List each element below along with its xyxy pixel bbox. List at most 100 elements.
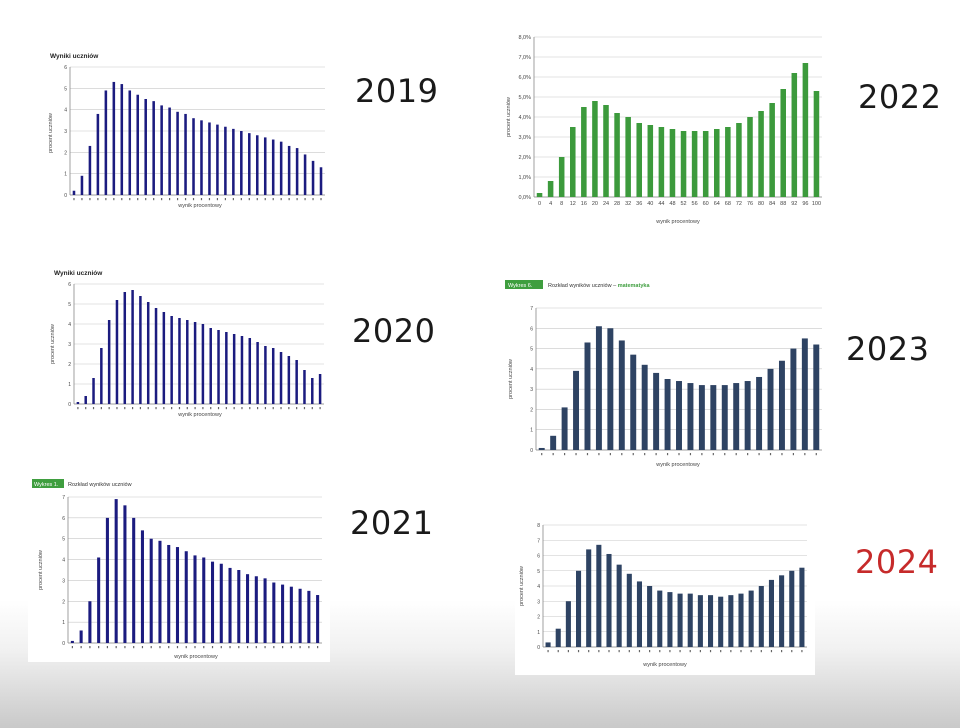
x-tick-mark <box>701 453 703 456</box>
x-tick-mark <box>81 198 83 201</box>
bar <box>307 590 311 643</box>
x-tick-mark <box>133 646 135 649</box>
bar <box>217 330 220 404</box>
x-tick-mark <box>770 650 773 653</box>
x-tick-label: 76 <box>747 201 753 207</box>
x-tick-mark <box>256 198 258 201</box>
bar <box>813 91 820 197</box>
x-tick-mark <box>308 646 310 649</box>
bar <box>168 107 171 195</box>
x-tick-mark <box>145 198 147 201</box>
x-tick-mark <box>246 646 249 649</box>
bar <box>287 356 291 404</box>
bar <box>545 642 551 647</box>
bar <box>702 131 709 197</box>
x-tick-mark <box>92 407 95 410</box>
x-tick-mark <box>129 198 131 201</box>
bar <box>210 561 215 643</box>
x-tick-label: 100 <box>812 201 821 207</box>
bar <box>790 348 797 450</box>
x-tick-mark <box>116 407 118 410</box>
y-tick-label: 0 <box>62 641 65 647</box>
x-tick-mark <box>77 407 79 410</box>
bar <box>131 290 134 404</box>
x-tick-label: 16 <box>581 201 587 207</box>
bar <box>581 107 587 197</box>
x-tick-mark <box>679 650 681 653</box>
bar <box>677 593 683 647</box>
y-tick-label: 7,0% <box>518 55 531 61</box>
x-tick-mark <box>815 453 817 456</box>
x-tick-mark <box>256 407 259 410</box>
chart-panel-2020: Wyniki uczniów 0 1 2 3 4 5 6 procent uczniów wyn… <box>42 262 330 420</box>
x-tick-mark <box>659 650 661 653</box>
x-tick-mark <box>598 650 600 653</box>
bar <box>728 595 734 647</box>
x-tick-mark <box>220 646 222 649</box>
bar <box>630 354 637 450</box>
x-tick-mark <box>792 453 794 456</box>
x-tick-mark <box>169 198 171 201</box>
bar <box>248 133 251 195</box>
x-tick-mark <box>248 198 250 201</box>
bar <box>318 374 322 404</box>
x-tick-mark <box>108 407 110 410</box>
y-tick-label: 5 <box>64 86 67 92</box>
bar <box>281 584 285 643</box>
x-tick-mark <box>699 650 701 653</box>
x-tick-mark <box>689 453 692 456</box>
bar <box>132 517 136 643</box>
bar <box>272 582 276 643</box>
x-tick-mark <box>124 646 126 649</box>
bar <box>115 300 119 404</box>
bar <box>295 148 299 195</box>
bar <box>758 586 764 647</box>
y-tick-label: 8 <box>537 523 540 529</box>
x-tick-mark <box>139 407 142 410</box>
bar <box>146 302 150 404</box>
bar <box>756 376 763 450</box>
bar <box>789 570 795 647</box>
x-tick-label: 84 <box>769 201 775 207</box>
bar <box>209 328 212 404</box>
bar <box>641 364 648 450</box>
bar <box>149 538 153 643</box>
bar <box>144 99 147 195</box>
bar <box>303 370 306 404</box>
bar <box>160 105 163 195</box>
bar <box>120 84 124 195</box>
y-tick-label: 2 <box>68 362 71 368</box>
bar <box>606 553 612 647</box>
badge-2023-text: Wykres 6. <box>508 283 533 289</box>
y-tick-label: 1 <box>62 620 65 626</box>
bar <box>647 125 654 197</box>
chart-2021-svg: Wykres 1. Rozkład wyników uczniów 0 1 2 3 4 5… <box>32 479 322 660</box>
bar <box>80 175 84 195</box>
x-tick-mark <box>208 198 211 201</box>
x-tick-mark <box>147 407 149 410</box>
bar <box>128 90 132 195</box>
bar <box>691 131 698 197</box>
x-tick-label: 32 <box>625 201 631 207</box>
y-tick-label: 5,0% <box>518 95 531 101</box>
x-tick-mark <box>598 453 600 456</box>
bar <box>733 383 740 450</box>
bar <box>184 113 187 195</box>
y-tick-label: 3 <box>62 578 65 584</box>
x-tick-mark <box>137 198 139 201</box>
x-tick-label: 44 <box>658 201 664 207</box>
x-tick-label: 96 <box>802 201 808 207</box>
x-tick-mark <box>100 407 102 410</box>
bar <box>576 570 582 647</box>
x-tick-label: 80 <box>758 201 764 207</box>
bar <box>240 131 243 195</box>
x-tick-mark <box>73 198 75 201</box>
x-tick-mark <box>735 453 737 456</box>
x-tick-mark <box>666 453 669 456</box>
bar <box>647 586 653 647</box>
x-tick-mark <box>80 646 82 649</box>
bar <box>154 308 158 404</box>
bar <box>263 578 267 643</box>
bar <box>802 63 809 197</box>
bar <box>295 360 298 404</box>
